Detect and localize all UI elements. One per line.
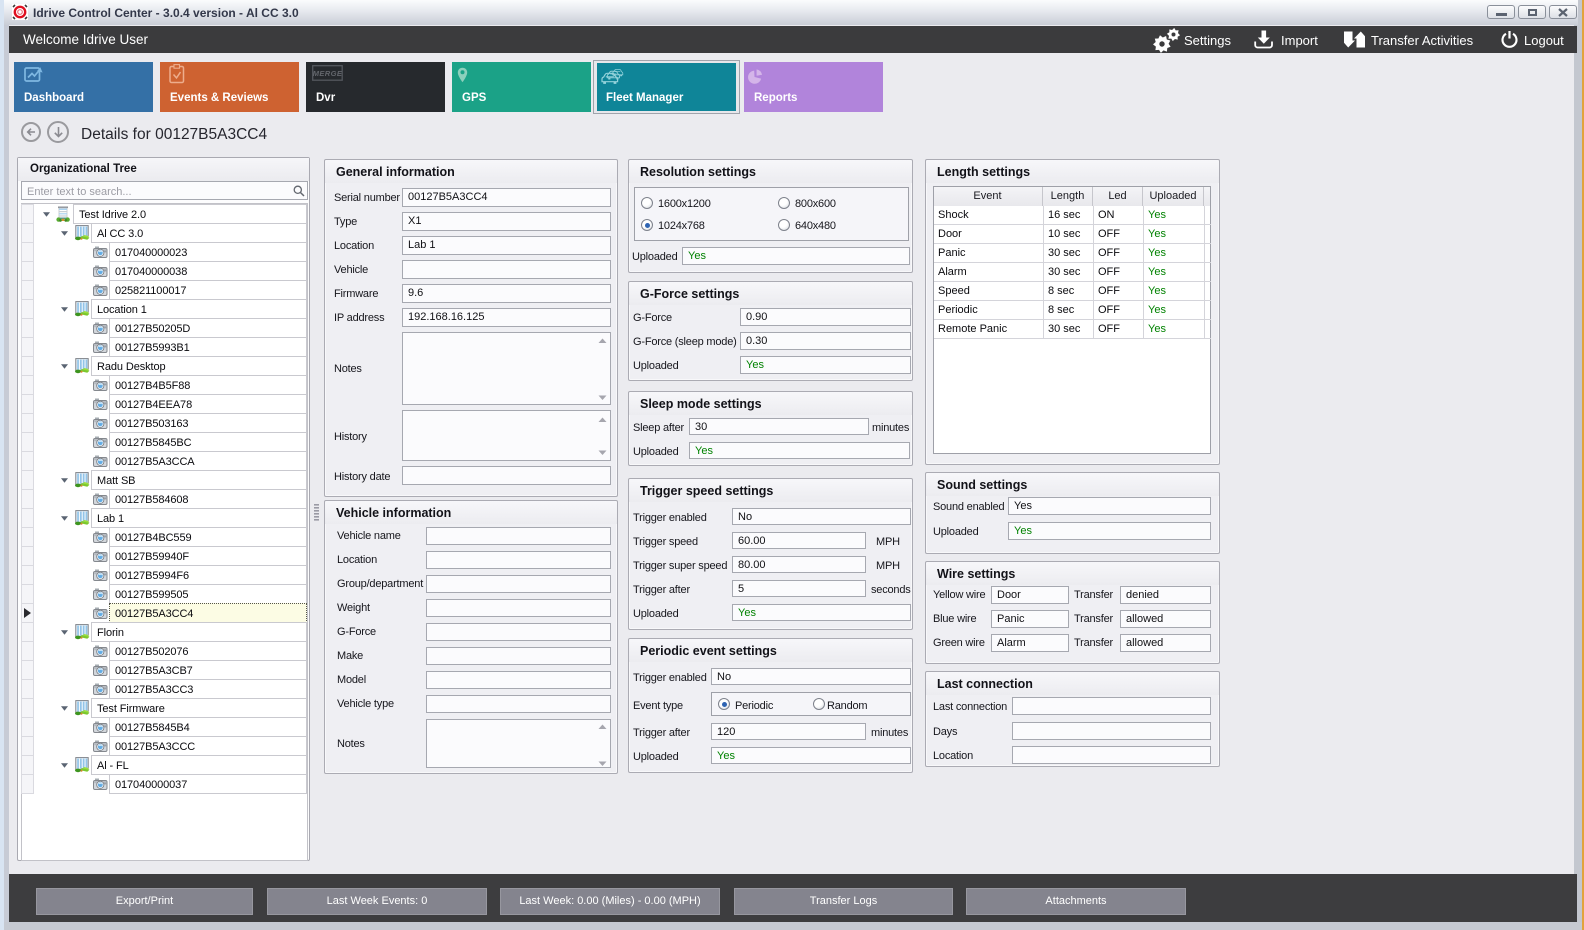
- svg-text:MERGE: MERGE: [313, 69, 343, 78]
